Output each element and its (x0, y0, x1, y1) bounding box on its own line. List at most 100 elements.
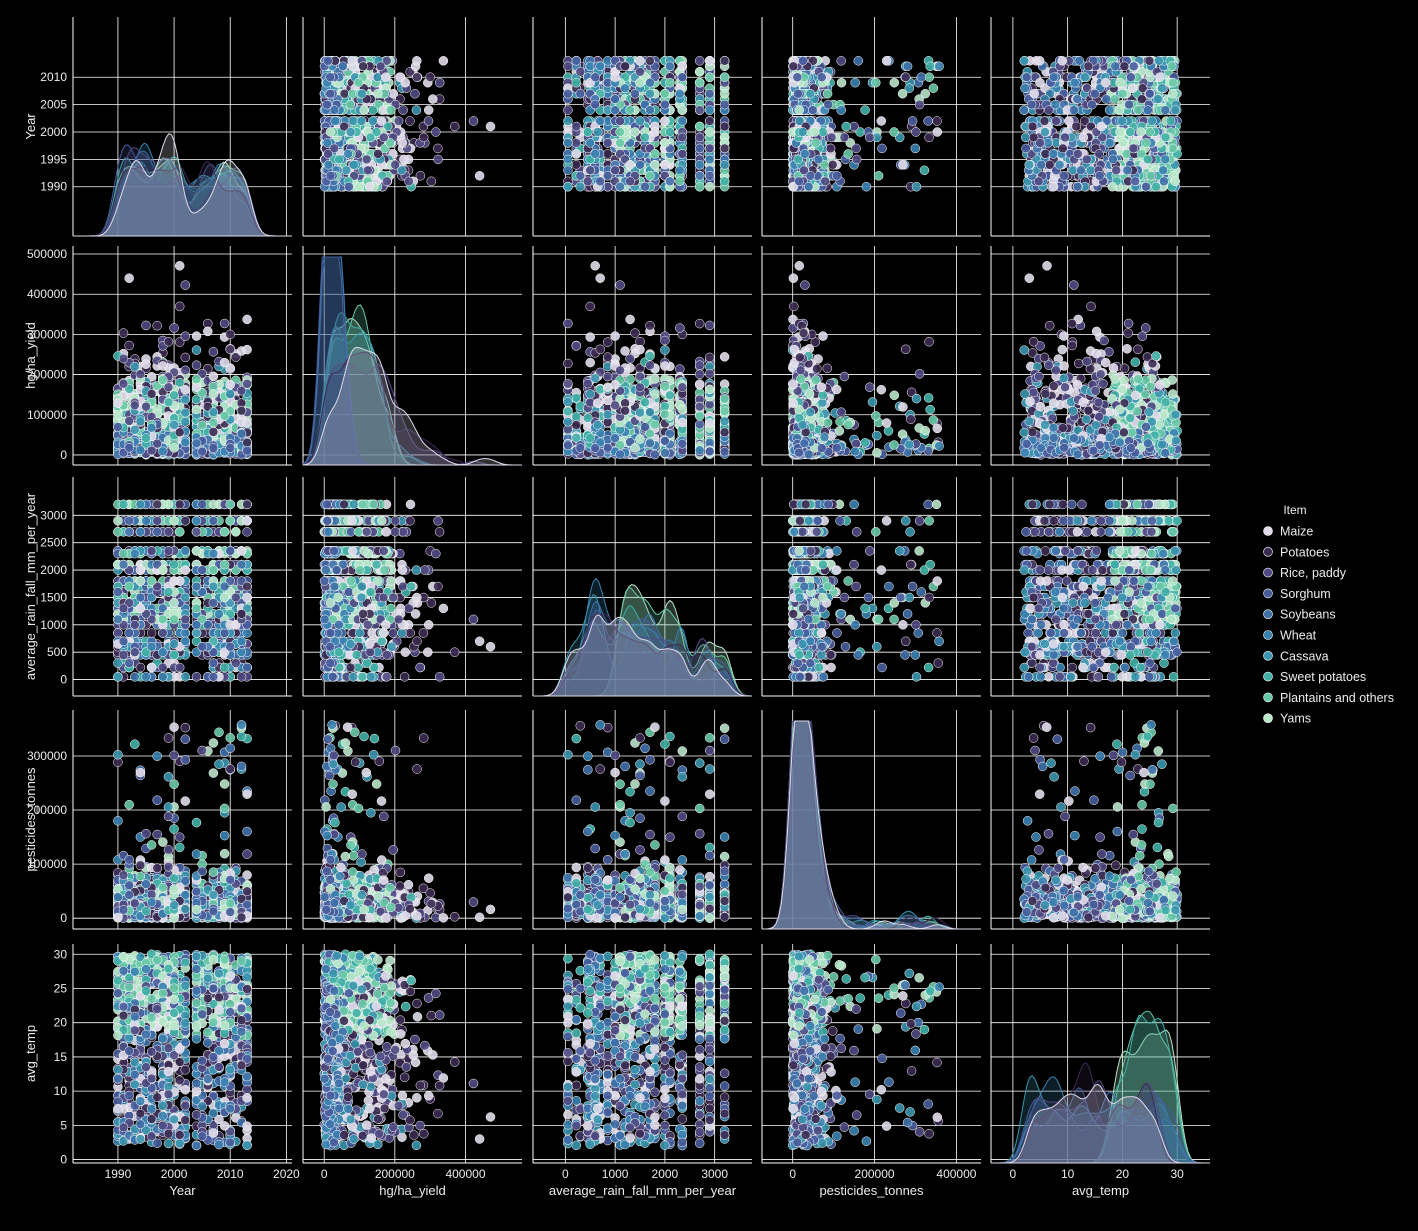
scatter-point (798, 128, 807, 137)
scatter-point (636, 56, 645, 65)
scatter-point (705, 144, 714, 153)
scatter-point (362, 155, 371, 164)
scatter-point (326, 89, 335, 98)
scatter-point (818, 128, 827, 137)
scatter-point (583, 177, 592, 186)
scatter-point (800, 166, 809, 175)
scatter-point (475, 171, 484, 180)
scatter-point (1108, 182, 1117, 191)
scatter-point (1105, 106, 1114, 115)
scatter-point (924, 117, 933, 126)
scatter-point (376, 62, 385, 71)
scatter-point (890, 128, 899, 137)
scatter-point (917, 73, 926, 82)
scatter-point (695, 133, 704, 142)
scatter-point (804, 182, 813, 191)
scatter-point (1115, 106, 1124, 115)
scatter-point (349, 117, 358, 126)
scatter-point (1034, 177, 1043, 186)
scatter-point (695, 56, 704, 65)
scatter-point (908, 117, 917, 126)
scatter-point (929, 84, 938, 93)
scatter-point (1110, 95, 1119, 104)
scatter-point (789, 62, 798, 71)
scatter-point (563, 155, 572, 164)
scatter-point (1037, 160, 1046, 169)
scatter-point (837, 106, 846, 115)
scatter-point (824, 100, 833, 109)
scatter-point (678, 73, 687, 82)
scatter-point (1069, 106, 1078, 115)
scatter-point (861, 106, 870, 115)
scatter-point (357, 117, 366, 126)
scatter-point (695, 67, 704, 76)
scatter-point (1020, 56, 1029, 65)
scatter-point (1142, 182, 1151, 191)
scatter-point (903, 62, 912, 71)
scatter-point (852, 155, 861, 164)
scatter-point (1167, 62, 1176, 71)
scatter-point (650, 128, 659, 137)
scatter-point (576, 89, 585, 98)
scatter-point (1143, 106, 1152, 115)
scatter-point (611, 73, 620, 82)
scatter-point (1143, 155, 1152, 164)
scatter-point (837, 78, 846, 87)
scatter-point (844, 149, 853, 158)
scatter-point (650, 160, 659, 169)
scatter-point (705, 128, 714, 137)
scatter-point (1061, 133, 1070, 142)
y-tick-label: 2010 (40, 70, 67, 84)
scatter-point (563, 117, 572, 126)
scatter-point (935, 62, 944, 71)
scatter-point (911, 128, 920, 137)
scatter-point (823, 89, 832, 98)
panel-hg-ha-yield-vs-year: 0100000200000300000400000500000hg/ha_yie… (23, 246, 292, 465)
scatter-point (1073, 182, 1082, 191)
panel-year-vs-hg-ha-yield (303, 17, 522, 236)
scatter-point (603, 171, 612, 180)
scatter-point (636, 67, 645, 76)
scatter-point (1045, 160, 1054, 169)
scatter-point (226, 330, 235, 339)
scatter-point (349, 160, 358, 169)
scatter-point (572, 149, 581, 158)
scatter-point (1035, 56, 1044, 65)
scatter-point (1027, 100, 1036, 109)
scatter-point (925, 133, 934, 142)
scatter-point (424, 106, 433, 115)
scatter-point (898, 160, 907, 169)
scatter-point (431, 128, 440, 137)
scatter-point (926, 62, 935, 71)
scatter-point (695, 171, 704, 180)
scatter-point (1123, 166, 1132, 175)
scatter-point (1168, 89, 1177, 98)
scatter-point (1111, 62, 1120, 71)
scatter-point (675, 177, 684, 186)
scatter-point (338, 62, 347, 71)
scatter-point (695, 78, 704, 87)
scatter-point (591, 100, 600, 109)
scatter-point (705, 171, 714, 180)
scatter-point (1120, 62, 1129, 71)
scatter-point (650, 149, 659, 158)
scatter-point (1105, 138, 1114, 147)
scatter-point (890, 78, 899, 87)
scatter-point (631, 89, 640, 98)
scatter-point (1152, 182, 1161, 191)
scatter-point (1101, 78, 1110, 87)
scatter-point (1025, 160, 1034, 169)
scatter-point (660, 160, 669, 169)
scatter-point (1116, 128, 1125, 137)
scatter-point (1022, 73, 1031, 82)
scatter-point (572, 138, 581, 147)
scatter-point (1129, 62, 1138, 71)
scatter-point (348, 56, 357, 65)
scatter-point (572, 56, 581, 65)
scatter-point (720, 73, 729, 82)
y-tick-label: 2005 (40, 98, 67, 112)
scatter-point (695, 182, 704, 191)
scatter-point (911, 144, 920, 153)
scatter-point (469, 117, 478, 126)
